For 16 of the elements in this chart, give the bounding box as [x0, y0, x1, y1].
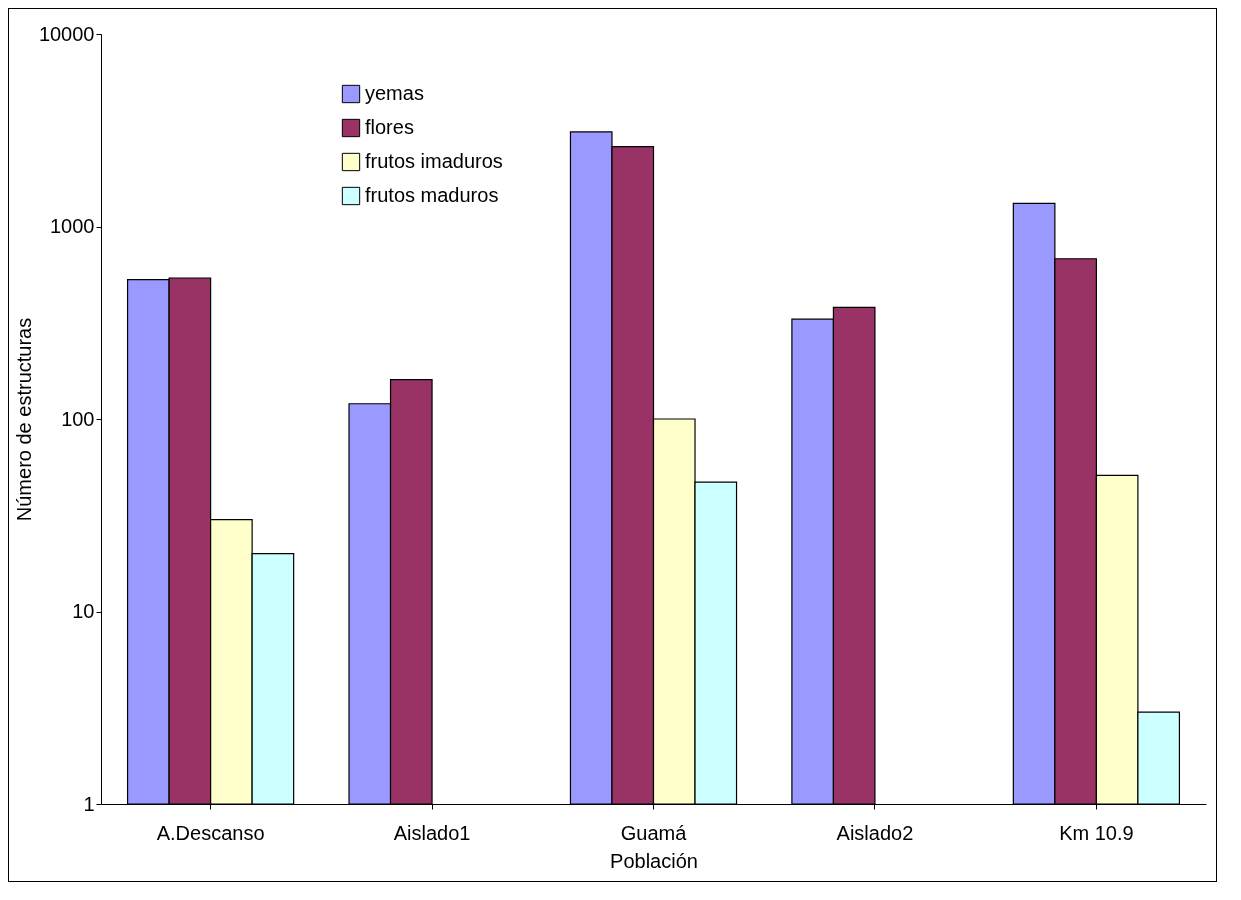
legend-label: flores	[365, 116, 414, 138]
y-tick-label: 1	[83, 792, 95, 815]
y-tick-label: 100	[61, 407, 95, 430]
legend-label: frutos imaduros	[365, 150, 503, 172]
x-tick-label: A.Descanso	[156, 821, 265, 844]
legend-label: frutos maduros	[365, 184, 499, 206]
x-tick-label: Aislado2	[836, 821, 914, 844]
legend-label: yemas	[365, 82, 424, 104]
y-tick-label: 10000	[38, 22, 95, 45]
x-tick-label: Aislado1	[393, 821, 471, 844]
x-axis-title: Población	[610, 849, 698, 872]
y-axis-title: Número de estructuras	[12, 317, 35, 522]
y-tick-label: 1000	[50, 215, 95, 237]
x-tick-label: Guamá	[620, 821, 688, 844]
y-tick-label: 10	[72, 600, 95, 622]
x-tick-label: Km 10.9	[1059, 821, 1134, 844]
